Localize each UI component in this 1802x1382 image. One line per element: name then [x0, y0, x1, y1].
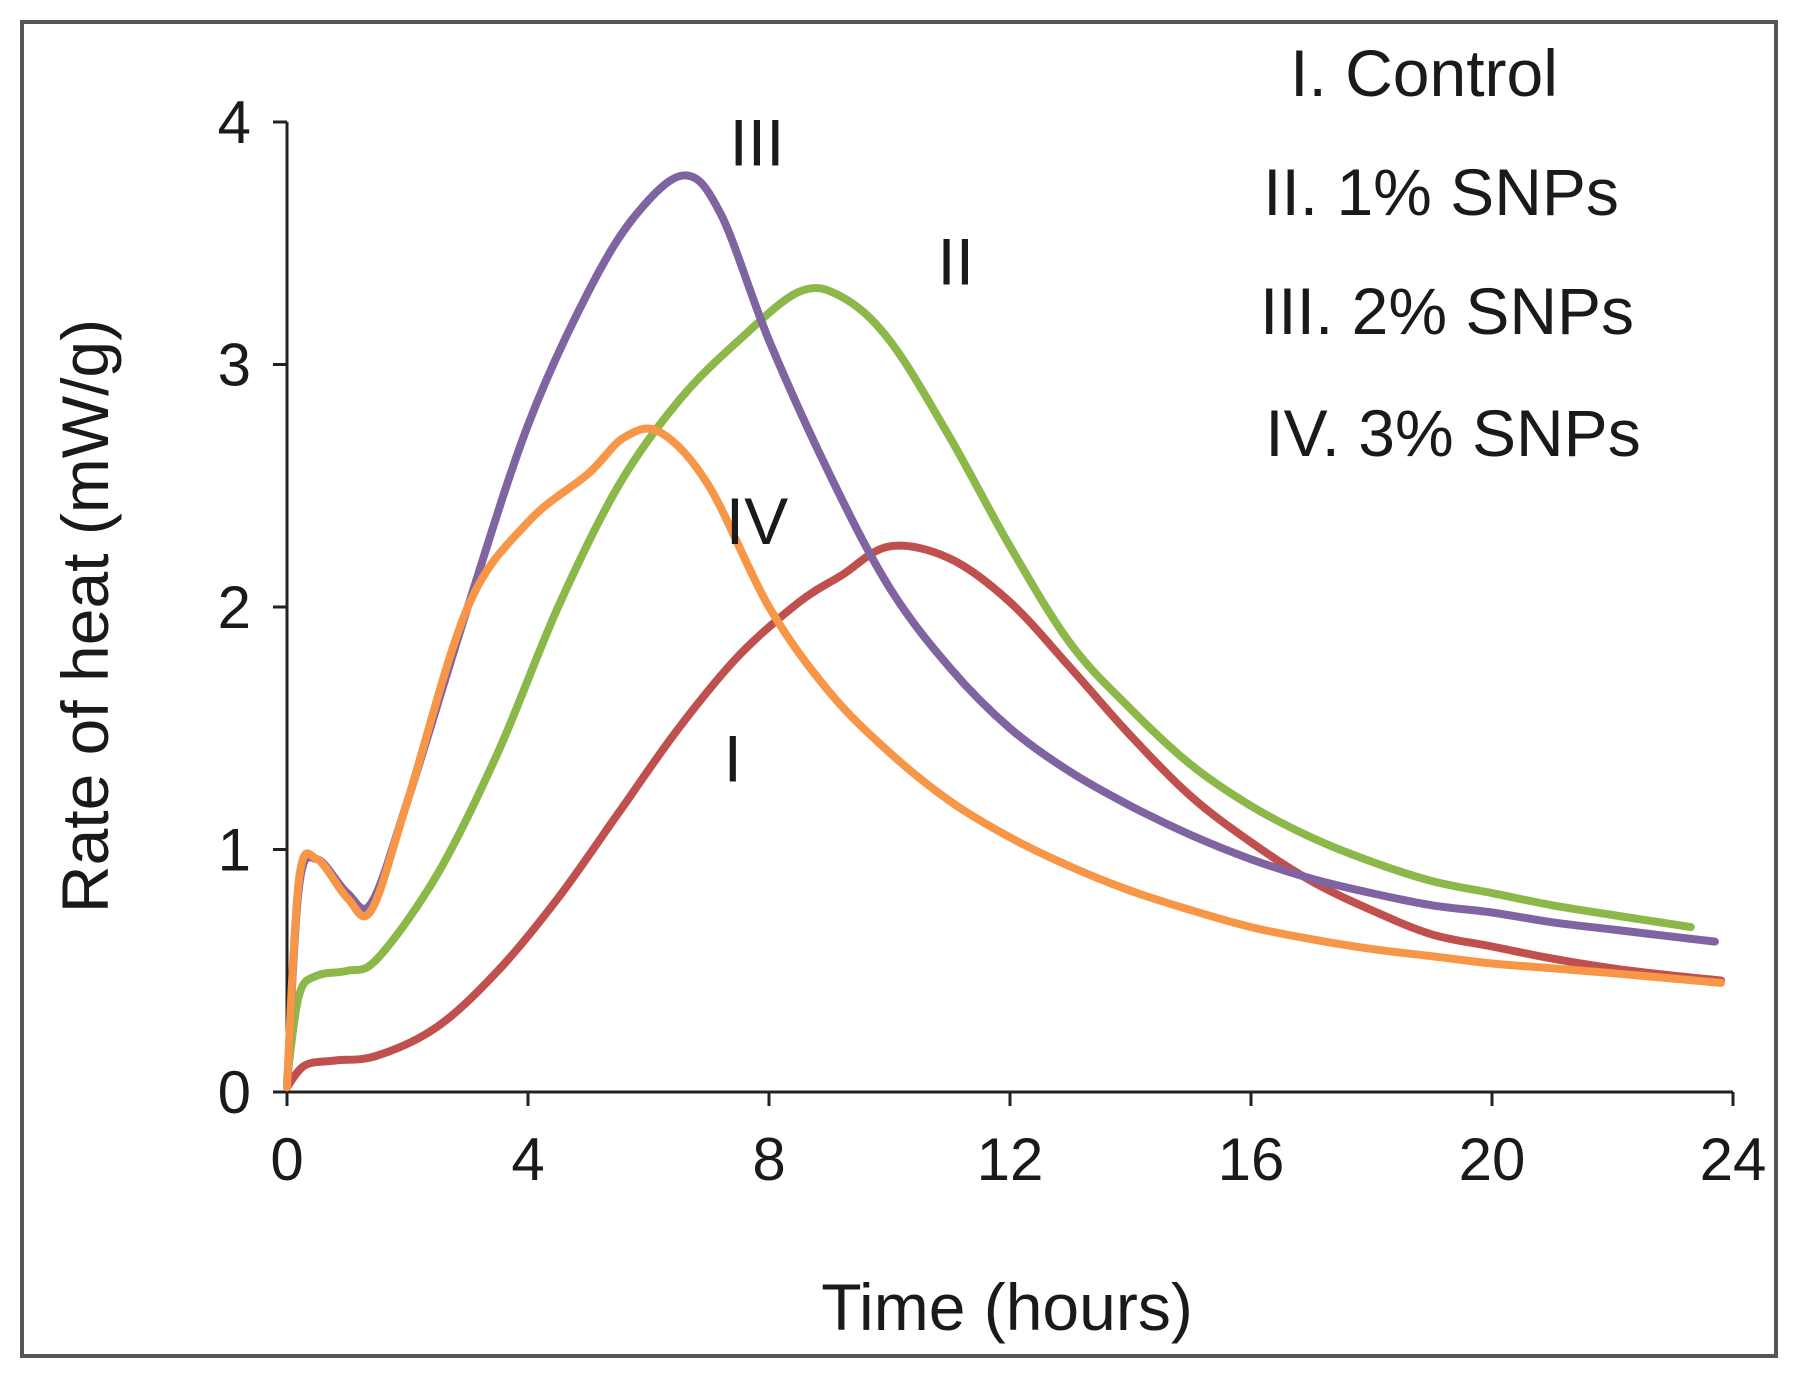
x-ticks: 0 4 8 12 16 20 24	[270, 1092, 1766, 1193]
legend-entry-3pct: IV. 3% SNPs	[1265, 396, 1640, 470]
curve-label-i: I	[724, 722, 742, 796]
x-tick-label: 0	[270, 1126, 303, 1193]
x-tick-label: 12	[977, 1126, 1044, 1193]
series-layer	[283, 171, 1725, 1092]
y-tick-label: 2	[218, 574, 251, 641]
y-tick-label: 4	[218, 89, 251, 156]
legend-entry-2pct: III. 2% SNPs	[1260, 274, 1634, 348]
series-line-ii	[283, 283, 1695, 1084]
curve-label-iv: IV	[726, 484, 788, 558]
x-tick-label: 8	[752, 1126, 785, 1193]
x-tick-label: 20	[1459, 1126, 1526, 1193]
y-tick-label: 3	[218, 332, 251, 399]
legend: I. Control II. 1% SNPs III. 2% SNPs IV. …	[1260, 36, 1641, 470]
x-tick-label: 24	[1700, 1126, 1767, 1193]
x-axis-label: Time (hours)	[821, 1270, 1193, 1344]
legend-entry-1pct: II. 1% SNPs	[1263, 155, 1619, 229]
figure-frame	[20, 20, 1778, 1358]
curve-label-ii: II	[937, 224, 974, 298]
x-tick-label: 16	[1218, 1126, 1285, 1193]
legend-entry-control: I. Control	[1290, 36, 1558, 110]
x-tick-label: 4	[511, 1126, 544, 1193]
series-line-iv	[283, 424, 1725, 1092]
y-tick-label: 1	[218, 817, 251, 884]
y-ticks: 0 1 2 3 4	[218, 89, 287, 1126]
series-line-i	[283, 541, 1725, 1092]
y-tick-label: 0	[218, 1059, 251, 1126]
curve-label-iii: III	[729, 106, 784, 180]
y-axis-label: Rate of heat (mW/g)	[48, 319, 122, 913]
